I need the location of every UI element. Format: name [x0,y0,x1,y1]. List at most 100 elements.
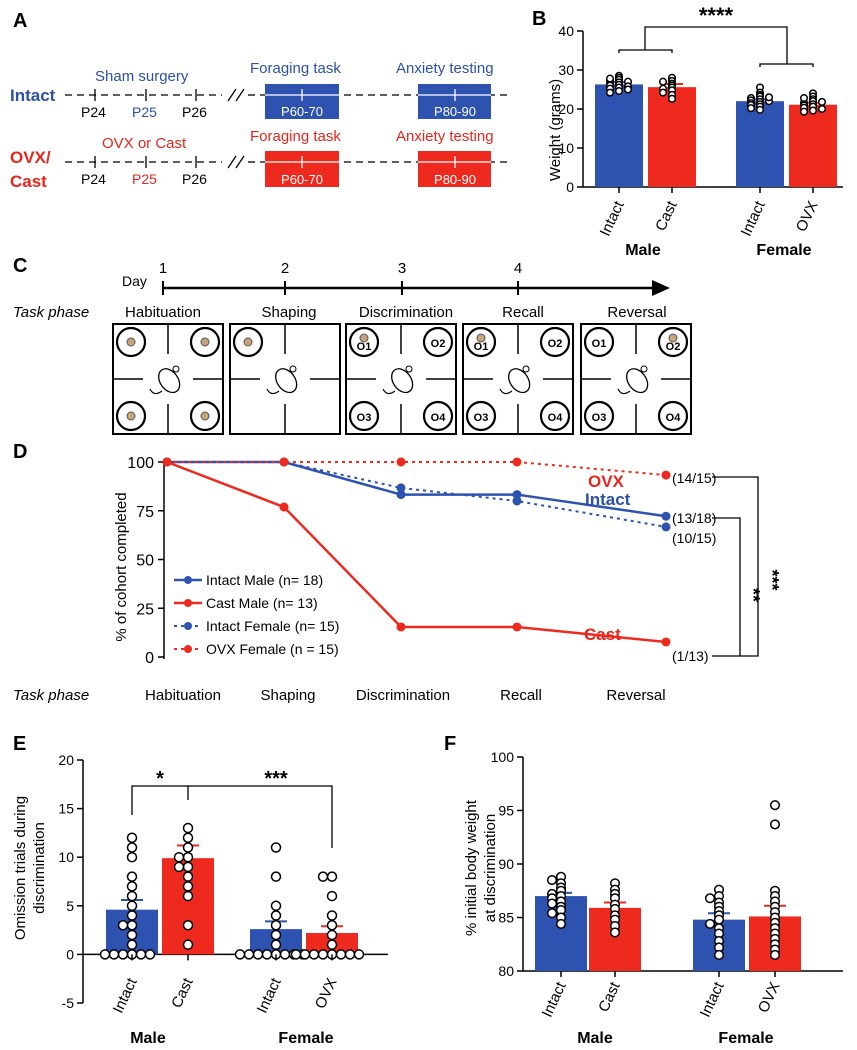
y-tick-label: -5 [62,995,75,1011]
ovx-day-p25: P25 [132,171,157,187]
data-point [126,881,138,892]
well [539,400,571,432]
ovx-task1-box-label: P60-70 [281,172,323,187]
series-point-1 [396,622,406,632]
data-point [126,919,138,931]
odor-label-o2: O2 [666,341,681,353]
bar-intact-0 [595,84,643,187]
y-tick-label: 10 [58,849,74,865]
legend-label-1: Cast Male (n= 13) [206,595,318,611]
intact-day-p26: P26 [182,104,207,120]
panel-f-label: F [444,733,456,755]
panel-a: A Intact Sham surgery P24 P25 P26 Foragi… [10,10,512,191]
phase-label-shaping: Shaping [261,304,316,321]
data-point [817,97,827,107]
data-point [117,919,129,931]
series-point-2 [661,522,671,532]
data-point [546,875,558,886]
data-point [623,85,633,94]
data-point [108,949,120,960]
data-point [308,949,320,960]
ovx-group-label-1: OVX/ [10,148,51,167]
x-tick-label-recall: Recall [500,687,542,704]
series-point-0 [396,490,406,500]
well [465,400,497,432]
data-point [270,842,282,853]
series-point-1 [512,622,522,632]
mouse-tail [617,388,631,395]
bar-intact-2 [736,101,784,187]
x-tick-label-intact: Intact [738,198,769,239]
series-point-2 [512,496,522,506]
food-pellet [243,337,253,347]
mouse-icon [382,365,414,395]
data-point [546,908,558,919]
series-point-1 [279,502,289,512]
series-point-2 [396,483,406,493]
data-point [658,88,668,97]
ovx-group-label-2: Cast [10,172,47,191]
data-point [234,949,246,960]
food-pellet [126,337,136,347]
data-point [317,871,329,882]
data-point [182,939,194,950]
data-point [126,929,138,941]
day-number-4: 4 [514,260,522,277]
chart-d-xlabel: Task phase [13,687,89,704]
ovx-day-p24: P24 [81,171,106,187]
chart-b-sex-female: Female [756,242,811,259]
well [583,326,615,358]
end-label-ovx: (14/15) [672,470,716,486]
data-point [605,88,615,97]
odor-label-o2: O2 [431,338,446,350]
sig-intact-cast: ** [743,588,763,602]
x-tick-label-cast: Cast [168,975,197,1011]
sig-star-1: * [156,768,164,790]
intact-task2-box-label: P80-90 [434,104,476,119]
data-point [326,871,338,882]
data-point [326,919,338,931]
data-point [746,104,756,113]
food-pellet [126,411,136,421]
data-point [335,949,347,960]
y-tick-label: 0 [145,650,154,667]
odor-label-o1: O1 [357,341,372,353]
x-tick-label-reversal: Reversal [606,687,665,704]
data-point [135,949,147,960]
x-tick-label-ovx: OVX [793,199,822,235]
label-intact: Intact [585,490,631,509]
legend-marker-1 [184,599,192,607]
mouse-body [158,368,181,394]
data-point [326,939,338,950]
data-point [270,900,282,912]
phase-label-habituation: Habituation [125,304,201,321]
bracket-intact-cast [131,785,189,815]
panel-d-label: D [13,441,27,463]
y-tick-label: 100 [491,749,515,765]
sig-star-2: *** [264,768,288,790]
intact-day-p24: P24 [81,104,106,120]
data-point [182,822,194,834]
mouse-body [391,368,414,394]
intact-task1-box-label: P60-70 [281,104,323,119]
well [348,400,380,432]
data-point [182,842,194,853]
y-tick-label: 5 [66,898,74,914]
well [539,326,571,358]
chart-d-plot: 0 25 50 75 100 Habituation Shaping Discriminati… [127,455,671,704]
mouse-tail [266,388,280,395]
data-point [713,949,725,961]
ovx-task2-box-label: P80-90 [434,172,476,187]
chart-f-sex-male: Male [577,1030,613,1047]
series-point-1 [661,637,671,647]
x-tick-label-intact: Intact [597,198,628,239]
data-point [317,949,329,960]
data-point [173,851,185,863]
data-point [799,94,809,103]
x-tick-label-intact: Intact [697,979,728,1020]
y-tick-label: 30 [558,62,574,78]
mouse-ear [522,365,530,373]
data-point [326,890,338,902]
data-point [769,819,781,830]
series-point-3 [661,470,671,480]
